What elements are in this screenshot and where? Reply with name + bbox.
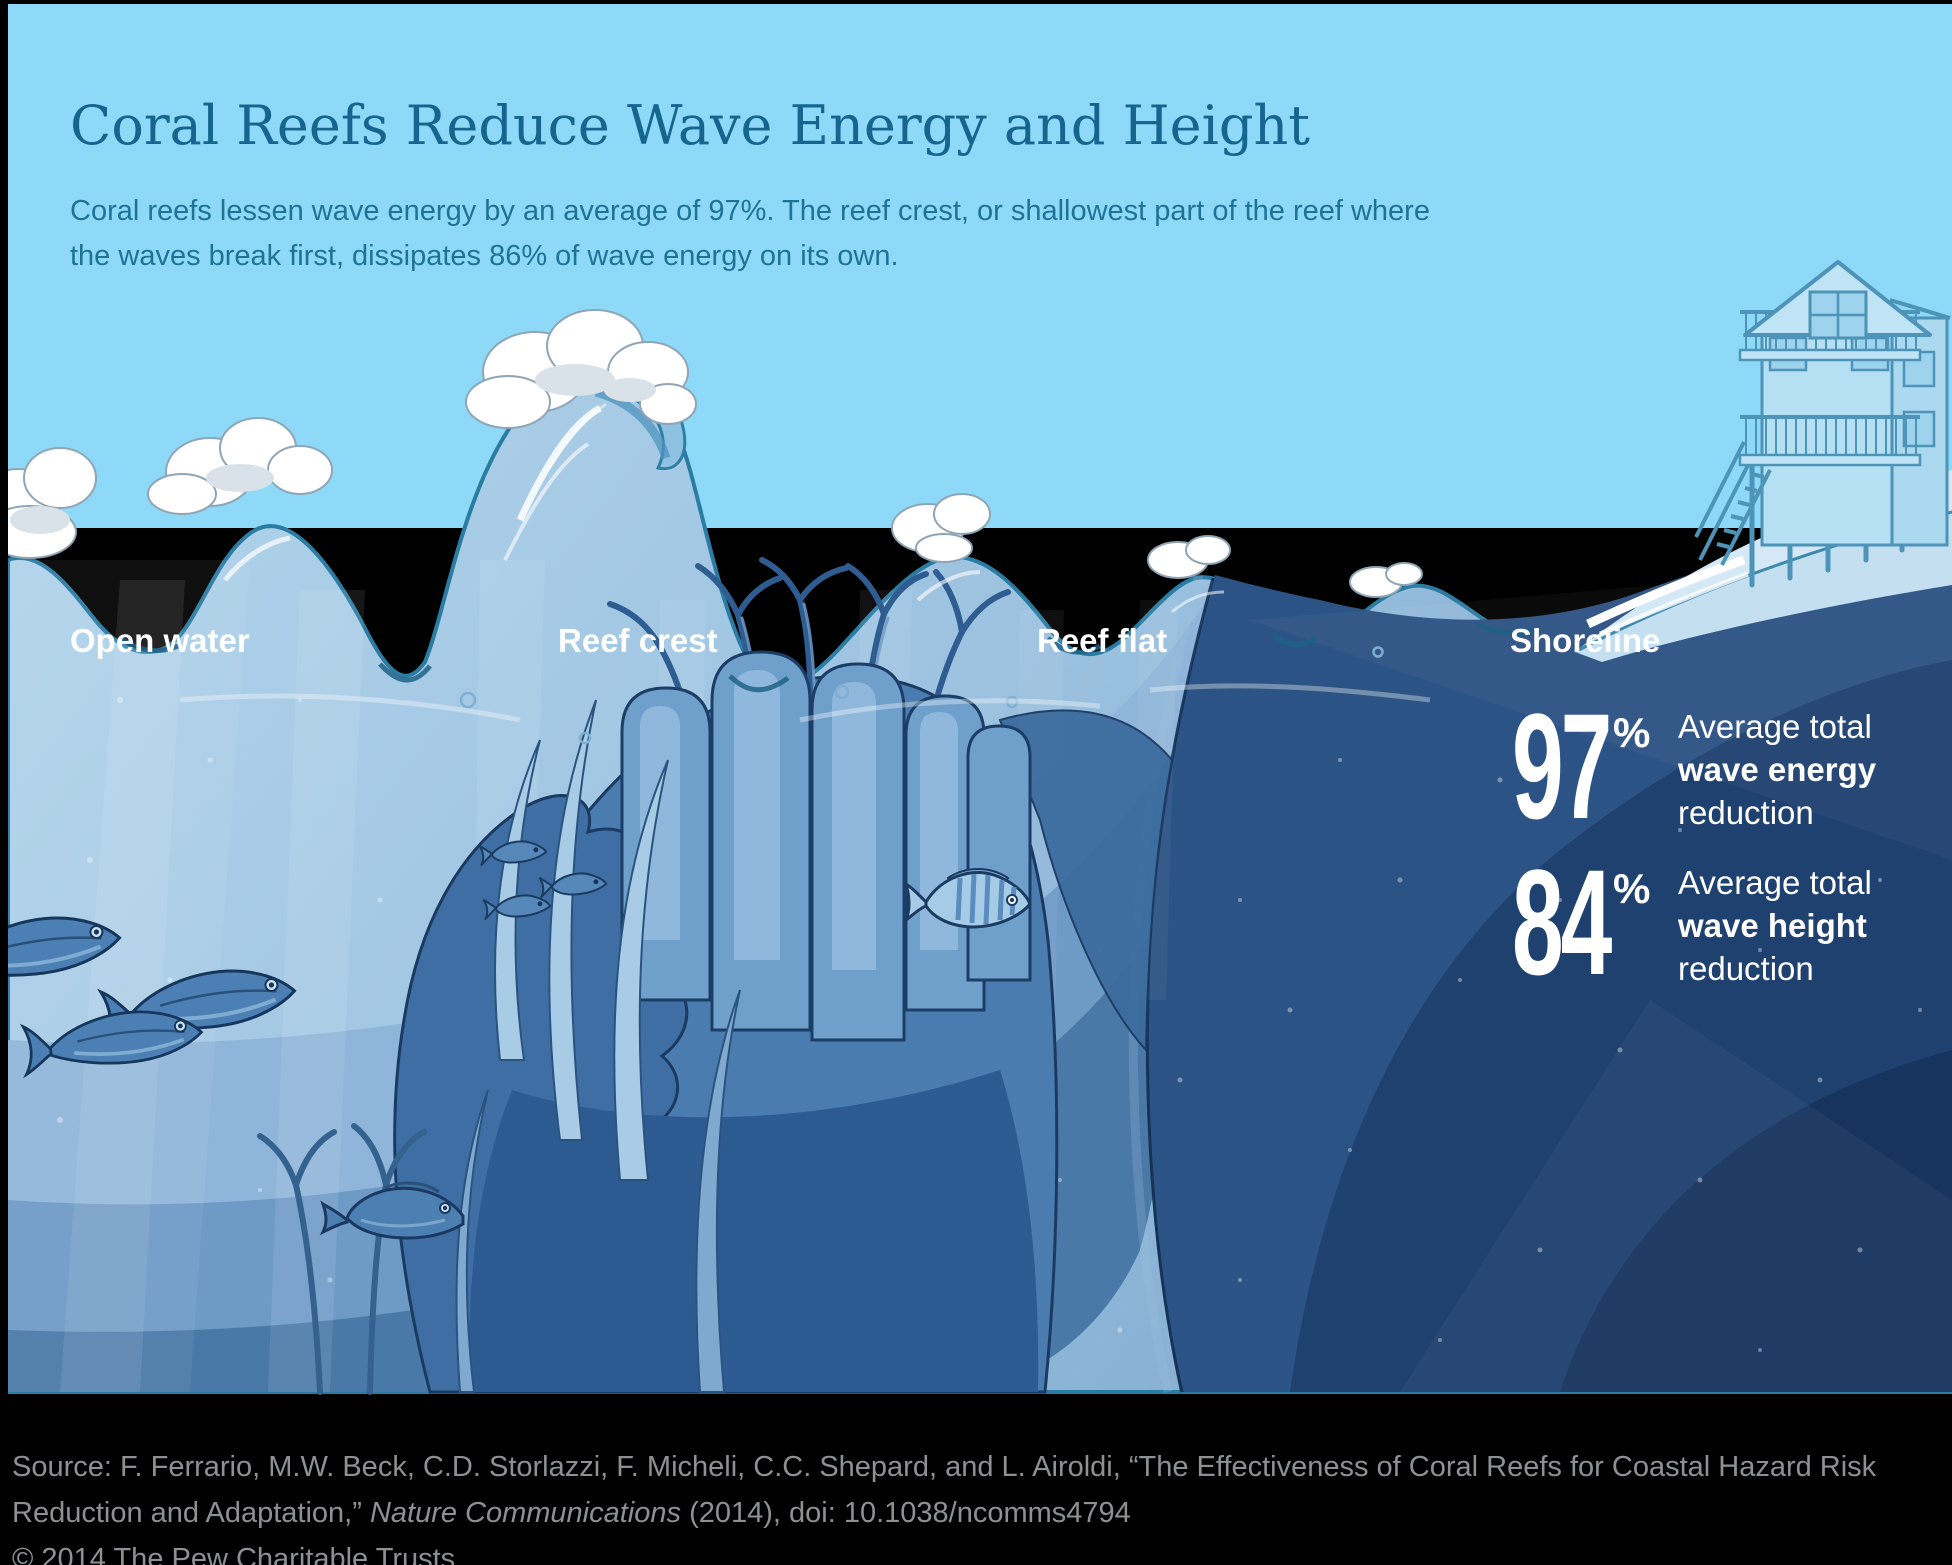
zone-label-shoreline: Shoreline [1510, 622, 1661, 659]
beach-house [1694, 260, 1951, 588]
coral-reef [257, 557, 1174, 1395]
jack-fish [19, 1010, 204, 1079]
source-credit: Source: F. Ferrario, M.W. Beck, C.D. Sto… [12, 1444, 1876, 1565]
copyright-line: © 2014 The Pew Charitable Trusts [12, 1543, 456, 1565]
stat-description: Average total wave height reduction [1678, 864, 1872, 987]
subtitle: Coral reefs lessen wave energy by an ave… [70, 189, 1430, 279]
foam-5 [1147, 535, 1231, 579]
percent-sign: % [1613, 865, 1651, 912]
zone-label-reef-crest: Reef crest [558, 622, 718, 659]
stat-wave-energy: 97 % Average total wave energy reduction [1512, 682, 1952, 850]
foam-4 [891, 493, 991, 563]
subtitle-line-1: Coral reefs lessen wave energy by an ave… [70, 195, 1430, 227]
zone-label-reef-flat: Reef flat [1037, 622, 1168, 659]
zone-label-open-water: Open water [70, 622, 250, 659]
striped-fish [902, 868, 1032, 929]
foam-6 [1349, 562, 1423, 598]
page-title: Coral Reefs Reduce Wave Energy and Heigh… [70, 94, 1310, 158]
foam-big-wave [465, 309, 697, 429]
foam-left [0, 447, 97, 559]
subtitle-line-2: the waves break first, dissipates 86% of… [70, 240, 899, 272]
small-fish [478, 840, 608, 921]
source-line-2: Reduction and Adaptation,” Nature Commun… [12, 1497, 1131, 1529]
foam-2 [147, 417, 333, 515]
stat-wave-height: 84 % Average total wave height reduction [1512, 838, 1952, 1006]
stat-description: Average total wave energy reduction [1678, 708, 1877, 831]
grouper-fish [319, 1181, 465, 1240]
jack-fish [96, 969, 297, 1048]
percent-sign: % [1613, 709, 1651, 756]
jack-fish [0, 916, 122, 977]
stat-value: 97 [1512, 682, 1612, 850]
bubbles [459, 646, 1384, 745]
stat-value: 84 [1512, 838, 1612, 1006]
sky [8, 4, 1952, 528]
wave-foam [0, 309, 1423, 598]
fish-school [0, 840, 1032, 1240]
source-line-1: Source: F. Ferrario, M.W. Beck, C.D. Sto… [12, 1451, 1877, 1483]
